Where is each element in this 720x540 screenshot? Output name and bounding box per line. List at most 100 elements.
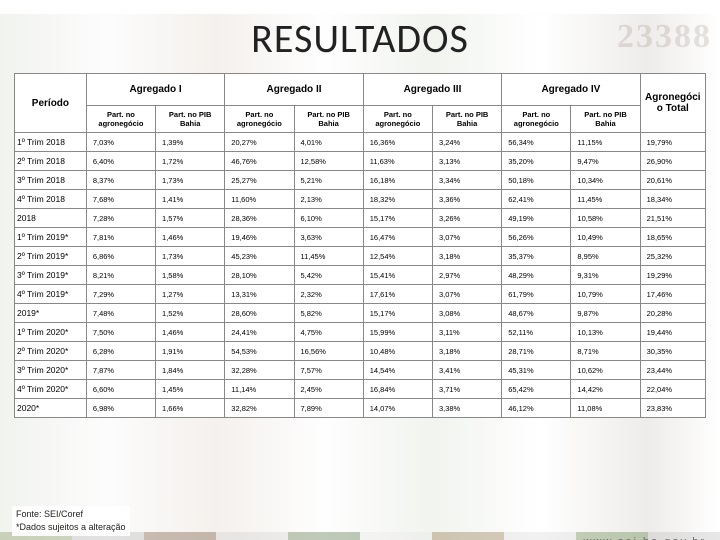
results-table-wrap: Período Agregado I Agregado II Agregado … xyxy=(14,73,706,418)
cell-periodo: 2019* xyxy=(15,304,87,323)
col-group-1: Agregado I xyxy=(86,74,224,106)
cell-value: 7,87% xyxy=(86,361,155,380)
cell-value: 3,11% xyxy=(432,323,501,342)
cell-value: 16,56% xyxy=(294,342,363,361)
cell-periodo: 3º Trim 2020* xyxy=(15,361,87,380)
cell-value: 48,29% xyxy=(502,266,571,285)
subhead-agro-3: Part. no agronegócio xyxy=(363,106,432,133)
table-row: 1º Trim 2019*7,81%1,46%19,46%3,63%16,47%… xyxy=(15,228,706,247)
cell-value: 18,65% xyxy=(640,228,705,247)
header-row-sub: Part. no agronegócio Part. no PIB Bahia … xyxy=(15,106,706,133)
cell-value: 1,39% xyxy=(156,133,225,152)
table-row: 20187,28%1,57%28,36%6,10%15,17%3,26%49,1… xyxy=(15,209,706,228)
table-row: 1º Trim 20187,03%1,39%20,27%4,01%16,36%3… xyxy=(15,133,706,152)
cell-value: 8,71% xyxy=(571,342,640,361)
cell-value: 17,46% xyxy=(640,285,705,304)
cell-value: 11,45% xyxy=(571,190,640,209)
cell-value: 11,14% xyxy=(225,380,294,399)
cell-periodo: 4º Trim 2019* xyxy=(15,285,87,304)
cell-value: 32,28% xyxy=(225,361,294,380)
cell-value: 45,31% xyxy=(502,361,571,380)
cell-value: 3,07% xyxy=(432,228,501,247)
cell-value: 10,13% xyxy=(571,323,640,342)
cell-value: 1,73% xyxy=(156,247,225,266)
subhead-agro-1: Part. no agronegócio xyxy=(86,106,155,133)
cell-value: 3,08% xyxy=(432,304,501,323)
cell-value: 6,60% xyxy=(86,380,155,399)
cell-value: 21,51% xyxy=(640,209,705,228)
cell-value: 3,36% xyxy=(432,190,501,209)
cell-value: 7,57% xyxy=(294,361,363,380)
cell-value: 1,52% xyxy=(156,304,225,323)
cell-value: 15,41% xyxy=(363,266,432,285)
results-table: Período Agregado I Agregado II Agregado … xyxy=(14,73,706,418)
cell-value: 19,44% xyxy=(640,323,705,342)
cell-value: 10,48% xyxy=(363,342,432,361)
cell-value: 1,84% xyxy=(156,361,225,380)
footer-url: www.sei.ba.gov.br xyxy=(584,536,706,540)
cell-value: 5,42% xyxy=(294,266,363,285)
cell-value: 52,11% xyxy=(502,323,571,342)
cell-value: 7,29% xyxy=(86,285,155,304)
cell-periodo: 2º Trim 2018 xyxy=(15,152,87,171)
cell-value: 20,28% xyxy=(640,304,705,323)
cell-value: 16,18% xyxy=(363,171,432,190)
cell-value: 7,50% xyxy=(86,323,155,342)
cell-value: 6,98% xyxy=(86,399,155,418)
cell-value: 28,60% xyxy=(225,304,294,323)
cell-value: 14,54% xyxy=(363,361,432,380)
cell-value: 61,79% xyxy=(502,285,571,304)
footer-note: *Dados sujeitos a alteração xyxy=(16,521,126,534)
cell-value: 14,42% xyxy=(571,380,640,399)
cell-value: 19,46% xyxy=(225,228,294,247)
cell-value: 11,63% xyxy=(363,152,432,171)
cell-value: 1,73% xyxy=(156,171,225,190)
cell-periodo: 2º Trim 2020* xyxy=(15,342,87,361)
cell-value: 2,32% xyxy=(294,285,363,304)
cell-value: 18,34% xyxy=(640,190,705,209)
cell-value: 11,45% xyxy=(294,247,363,266)
cell-value: 23,83% xyxy=(640,399,705,418)
cell-periodo: 4º Trim 2020* xyxy=(15,380,87,399)
cell-value: 7,48% xyxy=(86,304,155,323)
cell-value: 19,29% xyxy=(640,266,705,285)
cell-periodo: 3º Trim 2019* xyxy=(15,266,87,285)
cell-value: 3,18% xyxy=(432,342,501,361)
cell-value: 54,53% xyxy=(225,342,294,361)
cell-value: 3,38% xyxy=(432,399,501,418)
col-periodo-header: Período xyxy=(15,74,87,133)
table-row: 2º Trim 2020*6,28%1,91%54,53%16,56%10,48… xyxy=(15,342,706,361)
cell-periodo: 4º Trim 2018 xyxy=(15,190,87,209)
subhead-pib-3: Part. no PIB Bahia xyxy=(432,106,501,133)
cell-value: 3,63% xyxy=(294,228,363,247)
cell-value: 22,04% xyxy=(640,380,705,399)
cell-value: 3,24% xyxy=(432,133,501,152)
cell-value: 6,28% xyxy=(86,342,155,361)
cell-value: 8,95% xyxy=(571,247,640,266)
cell-value: 17,61% xyxy=(363,285,432,304)
table-row: 3º Trim 2019*8,21%1,58%28,10%5,42%15,41%… xyxy=(15,266,706,285)
footer-notes: Fonte: SEI/Coref *Dados sujeitos a alter… xyxy=(12,506,130,536)
cell-value: 11,08% xyxy=(571,399,640,418)
cell-value: 11,15% xyxy=(571,133,640,152)
subhead-pib-1: Part. no PIB Bahia xyxy=(156,106,225,133)
cell-value: 7,89% xyxy=(294,399,363,418)
cell-value: 25,27% xyxy=(225,171,294,190)
cell-value: 15,17% xyxy=(363,209,432,228)
cell-value: 46,76% xyxy=(225,152,294,171)
cell-value: 13,31% xyxy=(225,285,294,304)
table-row: 2º Trim 2019*6,86%1,73%45,23%11,45%12,54… xyxy=(15,247,706,266)
cell-value: 1,66% xyxy=(156,399,225,418)
cell-value: 56,26% xyxy=(502,228,571,247)
cell-value: 28,71% xyxy=(502,342,571,361)
cell-value: 48,67% xyxy=(502,304,571,323)
slide: RESULTADOS Período Agregado I Agregado I… xyxy=(0,14,720,540)
subhead-agro-2: Part. no agronegócio xyxy=(225,106,294,133)
cell-value: 16,47% xyxy=(363,228,432,247)
table-row: 2º Trim 20186,40%1,72%46,76%12,58%11,63%… xyxy=(15,152,706,171)
table-row: 2020*6,98%1,66%32,82%7,89%14,07%3,38%46,… xyxy=(15,399,706,418)
cell-value: 10,34% xyxy=(571,171,640,190)
table-row: 4º Trim 20187,68%1,41%11,60%2,13%18,32%3… xyxy=(15,190,706,209)
cell-periodo: 3º Trim 2018 xyxy=(15,171,87,190)
cell-value: 1,27% xyxy=(156,285,225,304)
